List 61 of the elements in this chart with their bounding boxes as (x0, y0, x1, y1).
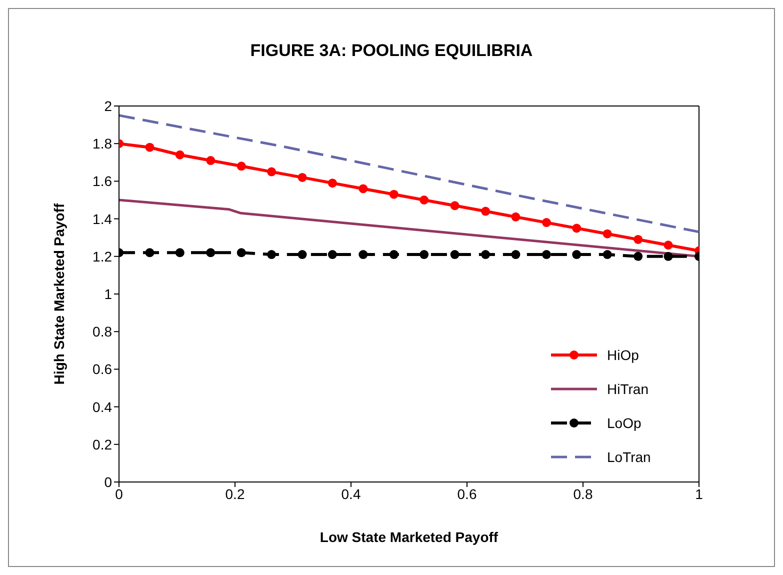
line-series (119, 114, 699, 234)
point (481, 250, 490, 260)
point (267, 167, 276, 176)
x-tick-label: 0.8 (573, 486, 593, 502)
y-axis-title: High State Marketed Payoff (50, 203, 67, 385)
legend-label: HiTran (607, 381, 648, 397)
point (328, 250, 337, 260)
point (602, 229, 612, 238)
y-tick-label: 0.2 (92, 436, 112, 452)
point (236, 162, 246, 171)
x-tick-label: 0.6 (457, 486, 477, 502)
point (450, 201, 460, 210)
point (420, 196, 429, 204)
x-tick-label: 0.2 (225, 486, 245, 502)
point (634, 234, 643, 244)
point (664, 252, 673, 261)
y-tick-label: 0.8 (92, 324, 112, 340)
point (664, 240, 673, 250)
x-axis-title: Low State Marketed Payoff (320, 529, 498, 545)
y-tick-label: 0.4 (92, 398, 112, 415)
point (389, 190, 398, 199)
point (542, 218, 551, 228)
point (236, 248, 246, 258)
x-tick-label: 1 (695, 486, 704, 502)
point (511, 212, 520, 222)
x-tick-label: 0.4 (341, 486, 361, 502)
point (572, 250, 582, 260)
legend-label: LoTran (607, 449, 651, 465)
point (358, 250, 368, 260)
point (175, 248, 184, 258)
point (481, 206, 490, 216)
y-tick-label: 1 (104, 286, 112, 302)
x-tick-label: 0 (115, 486, 124, 502)
y-tick-label: 0.6 (92, 361, 112, 378)
y-tick-label: 0 (104, 474, 112, 490)
point (267, 250, 276, 260)
point (634, 252, 643, 261)
point (145, 142, 154, 152)
point (420, 250, 429, 260)
point (602, 250, 612, 260)
y-tick-label: 1.2 (92, 248, 112, 264)
y-tick-label: 1.4 (92, 210, 112, 227)
legend-label: HiOp (607, 347, 639, 363)
point (298, 250, 307, 260)
point (358, 184, 368, 194)
point (298, 172, 307, 182)
point (145, 248, 154, 258)
point (389, 250, 398, 260)
y-tick-label: 1.6 (92, 173, 112, 190)
y-tick-label: 1.8 (92, 136, 112, 152)
point (450, 250, 460, 260)
y-tick-label: 2 (104, 98, 112, 114)
point (175, 150, 184, 160)
point (206, 248, 216, 258)
legend-label: LoOp (607, 415, 642, 431)
point (511, 250, 520, 260)
point (206, 156, 216, 166)
chart-title: FIGURE 3A: POOLING EQUILIBRIA (250, 41, 533, 60)
point (572, 224, 582, 233)
point (328, 178, 337, 188)
point (542, 250, 551, 260)
